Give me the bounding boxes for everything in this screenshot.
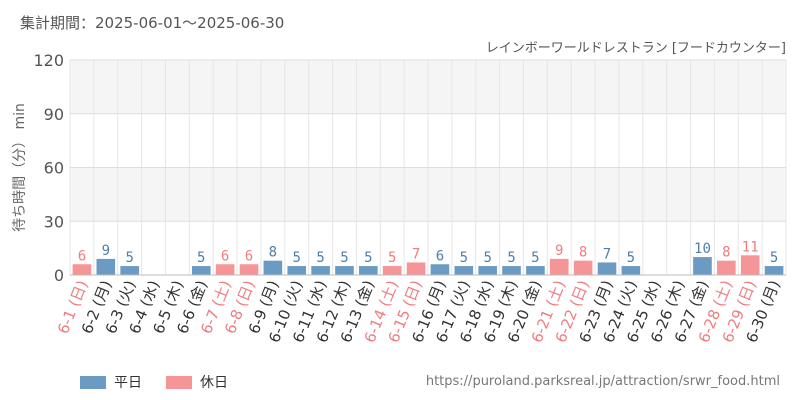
legend-holiday: 休日 xyxy=(166,372,228,392)
legend: 平日 休日 xyxy=(80,372,252,392)
bar-value-label: 9 xyxy=(555,243,563,259)
source-url[interactable]: https://puroland.parksreal.jp/attraction… xyxy=(425,374,780,389)
bar xyxy=(717,260,736,275)
y-axis-label: 待ち時間（分） min xyxy=(12,103,28,232)
bar-value-label: 6 xyxy=(245,248,253,264)
legend-holiday-label: 休日 xyxy=(200,375,228,391)
bar xyxy=(573,260,593,275)
y-tick-label: 0 xyxy=(54,266,64,285)
bar xyxy=(96,258,116,275)
bar xyxy=(311,266,330,275)
bar xyxy=(502,266,521,275)
bar xyxy=(72,264,92,275)
bar xyxy=(215,264,235,275)
bar xyxy=(597,262,617,275)
bar-value-label: 5 xyxy=(364,250,372,266)
legend-holiday-swatch xyxy=(166,375,192,389)
bar-value-label: 5 xyxy=(340,250,348,266)
bar xyxy=(526,266,545,275)
bar-value-label: 7 xyxy=(412,246,420,262)
bar-value-label: 7 xyxy=(603,246,611,262)
bar xyxy=(621,266,641,275)
bar xyxy=(191,266,211,275)
bar-value-label: 5 xyxy=(316,250,324,266)
bar xyxy=(693,257,712,275)
bar-value-label: 5 xyxy=(627,250,635,266)
bar-value-label: 6 xyxy=(78,248,86,264)
bar xyxy=(263,260,283,275)
bar xyxy=(740,255,760,275)
bar xyxy=(120,266,139,275)
bar xyxy=(478,266,497,275)
bar-value-label: 5 xyxy=(293,250,301,266)
y-tick-label: 60 xyxy=(44,159,64,178)
bar-value-label: 5 xyxy=(125,250,133,266)
bar-value-label: 5 xyxy=(483,250,491,266)
bar-value-label: 10 xyxy=(694,241,711,257)
bar-value-label: 5 xyxy=(770,250,778,266)
bar xyxy=(430,264,450,275)
bar-value-label: 6 xyxy=(221,248,229,264)
bar-value-label: 5 xyxy=(531,250,539,266)
bar-value-label: 9 xyxy=(102,243,110,259)
bar-value-label: 5 xyxy=(460,250,468,266)
bar xyxy=(382,266,402,275)
bar-value-label: 8 xyxy=(579,245,587,261)
legend-weekday-label: 平日 xyxy=(114,375,142,391)
bar xyxy=(454,266,474,275)
bar xyxy=(239,264,259,275)
legend-weekday-swatch xyxy=(80,375,106,389)
bar xyxy=(764,266,784,275)
bar xyxy=(335,266,354,275)
chart-title: レインボーワールドレストラン [フードカウンター] xyxy=(485,41,786,56)
y-tick-label: 120 xyxy=(33,51,64,70)
bar xyxy=(359,266,378,275)
bar-value-label: 5 xyxy=(388,250,396,266)
y-tick-label: 30 xyxy=(44,212,64,231)
legend-weekday: 平日 xyxy=(80,372,142,392)
bar-value-label: 11 xyxy=(742,239,759,255)
bar xyxy=(406,262,426,275)
y-tick-label: 90 xyxy=(44,105,64,124)
bar-value-label: 8 xyxy=(722,245,730,261)
bar xyxy=(287,266,307,275)
bar xyxy=(549,258,569,275)
bar-value-label: 6 xyxy=(436,248,444,264)
bar-value-label: 8 xyxy=(269,245,277,261)
bar-value-label: 5 xyxy=(507,250,515,266)
period-label: 集計期間：2025-06-01～2025-06-30 xyxy=(20,14,285,32)
bar-value-label: 5 xyxy=(197,250,205,266)
